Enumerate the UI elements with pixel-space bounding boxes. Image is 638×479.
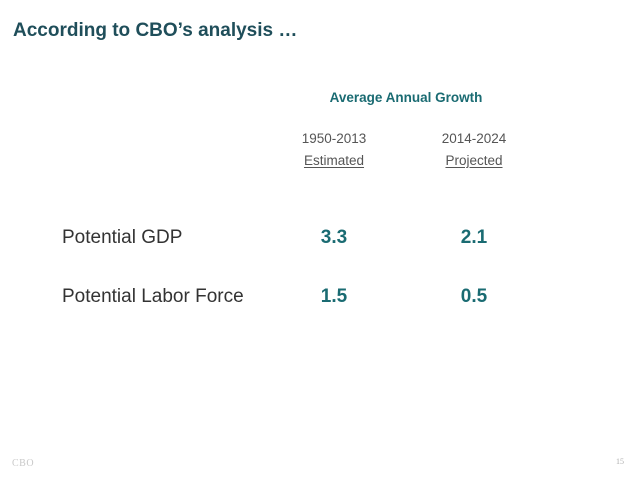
page-number: 15 [616,457,624,466]
column-header-projected: 2014-2024 Projected [414,128,534,172]
table-group-header: Average Annual Growth [329,90,483,105]
slide-title: According to CBO’s analysis … [13,20,298,41]
row-label-potential-labor-force: Potential Labor Force [62,286,244,307]
value-labor-force-estimated: 1.5 [320,286,348,307]
column-period: 2014-2024 [441,131,507,146]
column-kind: Estimated [303,153,365,168]
column-kind: Projected [445,153,503,168]
value-labor-force-projected: 0.5 [460,286,488,307]
column-header-estimated: 1950-2013 Estimated [274,128,394,172]
row-label-potential-gdp: Potential GDP [62,227,183,248]
value-gdp-projected: 2.1 [460,227,488,248]
value-gdp-estimated: 3.3 [320,227,348,248]
column-period: 1950-2013 [301,131,367,146]
cbo-logo: CBO [12,458,35,469]
